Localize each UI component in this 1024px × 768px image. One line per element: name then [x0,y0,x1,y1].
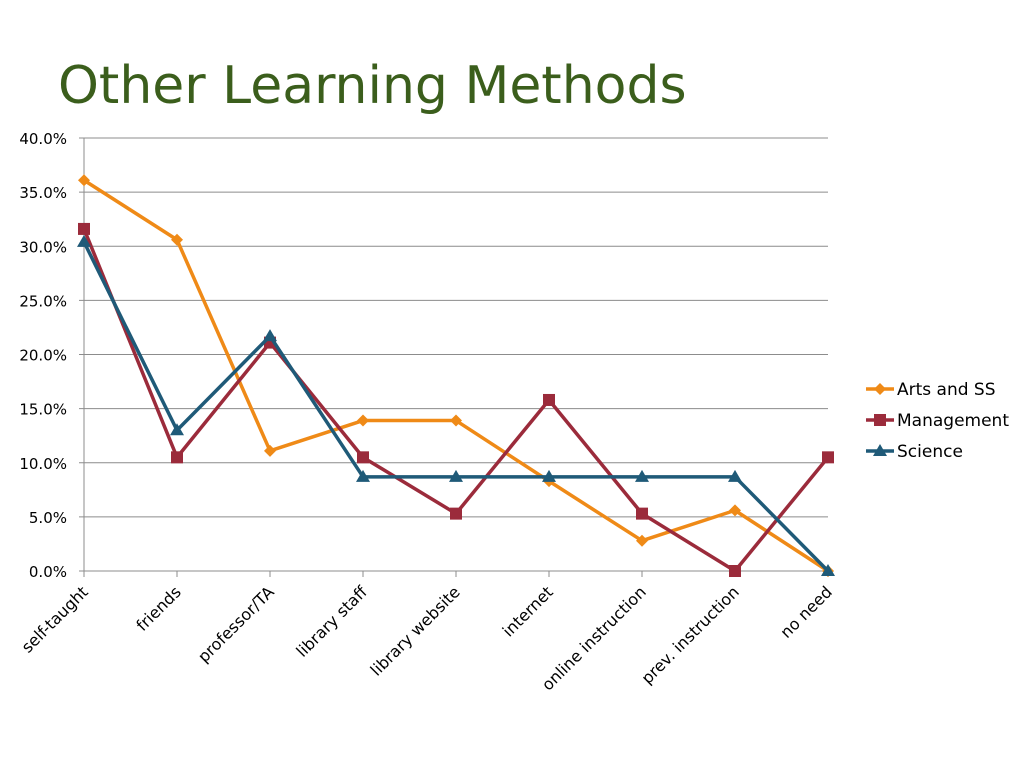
data-point [77,234,91,247]
x-tick-label: friends [132,582,184,634]
legend-swatch-marker [874,414,886,426]
x-tick-label: professor/TA [194,582,278,666]
x-tick-label: internet [499,582,557,640]
legend-label: Management [897,411,1009,431]
data-point [449,469,463,482]
legend-swatch-marker [874,383,886,395]
chart-gridlines [84,137,828,518]
x-tick-label: no need [776,582,835,641]
y-tick-label: 0.0% [29,563,67,581]
data-point [450,507,462,520]
data-point [78,174,90,187]
data-point [636,507,648,520]
y-axis-tick-labels: 0.0% 5.0% 10.0% 15.0% 20.0% 25.0% 30.0% 35.0% 40… [19,130,67,581]
x-tick-label: self-taught [18,582,92,656]
data-point [171,451,183,464]
y-tick-label: 10.0% [19,455,67,473]
data-point [264,444,276,457]
y-tick-label: 30.0% [19,238,67,256]
data-point [728,469,742,482]
y-tick-label: 15.0% [19,401,67,419]
x-tick-label: library website [367,582,464,679]
chart-series [77,174,835,577]
y-tick-label: 20.0% [19,347,67,365]
x-tick-label: prev. instruction [637,582,742,687]
x-tick-label: online instruction [538,582,650,694]
chart-legend: Arts and SS Management Science [866,380,1009,462]
legend-label: Science [897,442,963,462]
series-line [82,241,830,573]
y-tick-label: 5.0% [29,509,67,527]
x-axis-tick-labels: self-taught friends professor/TA library st… [18,582,836,695]
chart-axes [79,137,829,577]
data-point [78,222,90,235]
data-point [357,414,369,427]
data-point [171,233,183,246]
x-tick-label: library staff [292,582,371,661]
legend-swatch-marker [873,444,887,456]
data-point [263,329,277,342]
legend-label: Arts and SS [897,380,996,400]
data-point [357,451,369,464]
y-tick-label: 40.0% [19,130,67,148]
data-point [542,469,556,482]
data-point [636,534,648,547]
data-point [729,504,741,517]
data-point [729,565,741,577]
data-point [170,423,184,436]
y-tick-label: 25.0% [19,292,67,310]
data-point [356,469,370,482]
slide-title: Other Learning Methods [58,56,687,116]
data-point [635,469,649,482]
y-tick-label: 35.0% [19,184,67,202]
data-point [822,451,834,464]
data-point [543,393,555,406]
data-point [821,564,835,576]
data-point [450,414,462,427]
